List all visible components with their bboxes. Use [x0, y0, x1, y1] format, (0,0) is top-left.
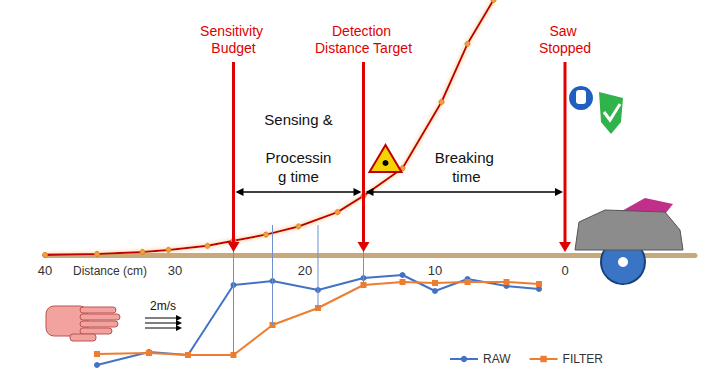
svg-text:0: 0: [561, 263, 568, 278]
svg-text:time: time: [448, 168, 481, 185]
svg-text:FILTER: FILTER: [563, 352, 604, 366]
svg-text:2m/s: 2m/s: [150, 299, 176, 313]
svg-text:Processin: Processin: [266, 149, 332, 166]
svg-text:Budget: Budget: [211, 40, 255, 56]
svg-text:Sensitivity: Sensitivity: [200, 23, 267, 39]
svg-text:30: 30: [168, 263, 182, 278]
svg-text:Saw: Saw: [549, 23, 580, 39]
svg-text:Breaking: Breaking: [435, 149, 494, 166]
svg-text:g time: g time: [278, 168, 319, 185]
svg-text:Sensing &: Sensing &: [264, 111, 332, 128]
svg-text:RAW: RAW: [483, 352, 511, 366]
svg-text:Detection: Detection: [332, 23, 395, 39]
svg-text:Distance Target: Distance Target: [315, 40, 412, 56]
svg-text:Stopped: Stopped: [539, 40, 591, 56]
svg-text:10: 10: [428, 263, 442, 278]
svg-text:Distance (cm): Distance (cm): [73, 264, 147, 278]
svg-text:20: 20: [298, 263, 312, 278]
svg-text:40: 40: [38, 263, 52, 278]
